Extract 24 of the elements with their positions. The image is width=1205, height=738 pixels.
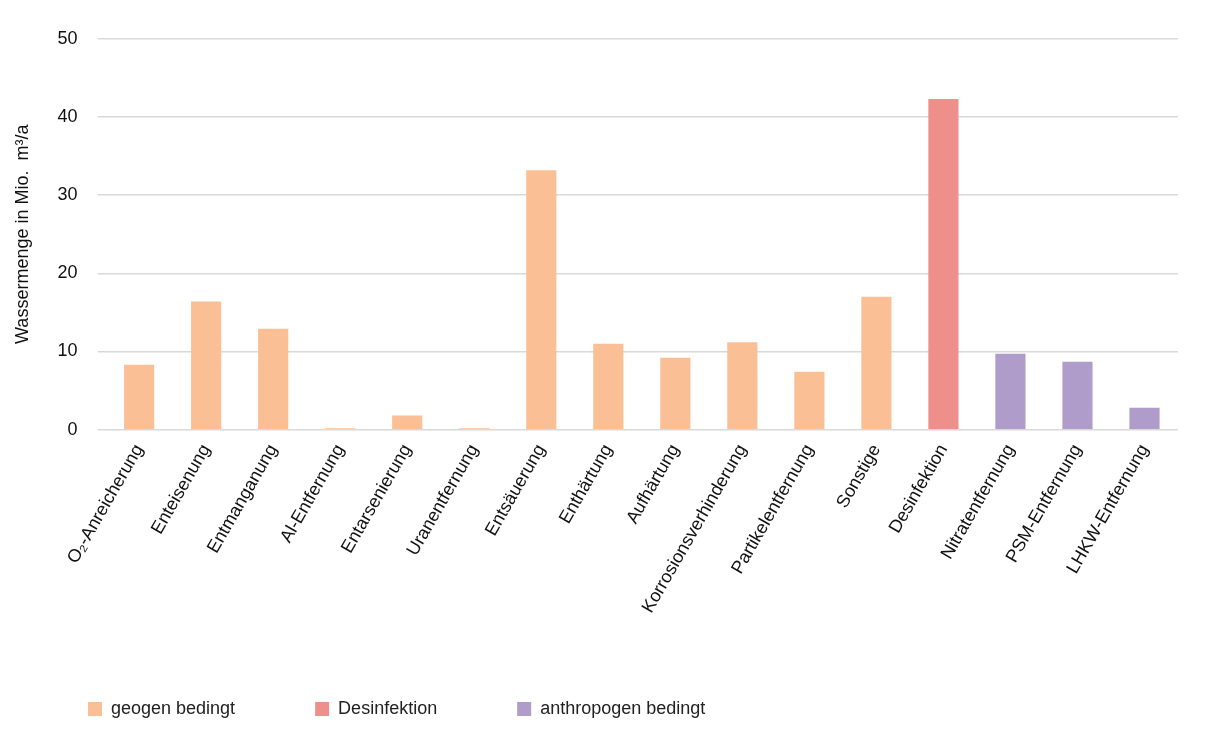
bar <box>660 357 691 429</box>
legend-label: anthropogen bedingt <box>540 697 706 718</box>
y-tick-label: 30 <box>57 184 78 205</box>
bar <box>392 415 423 429</box>
y-axis-title: Wassermenge in Mio. m³/a <box>11 123 32 344</box>
y-tick-label: 20 <box>57 262 78 283</box>
legend-label: geogen bedingt <box>111 697 236 718</box>
bar <box>861 296 892 429</box>
bar <box>995 353 1026 429</box>
bar <box>191 301 222 429</box>
bar <box>593 343 624 429</box>
legend-label: Desinfektion <box>338 697 438 718</box>
bar <box>727 342 758 429</box>
y-tick-label: 40 <box>57 105 78 126</box>
y-tick-label: 50 <box>57 27 78 48</box>
bar <box>928 99 959 429</box>
bar <box>1129 407 1160 429</box>
y-tick-label: 0 <box>67 418 78 439</box>
y-tick-label: 10 <box>57 340 78 361</box>
bar <box>124 364 155 429</box>
bar <box>1062 361 1093 429</box>
bar <box>258 328 289 429</box>
bar <box>526 170 557 429</box>
bar <box>794 371 825 429</box>
